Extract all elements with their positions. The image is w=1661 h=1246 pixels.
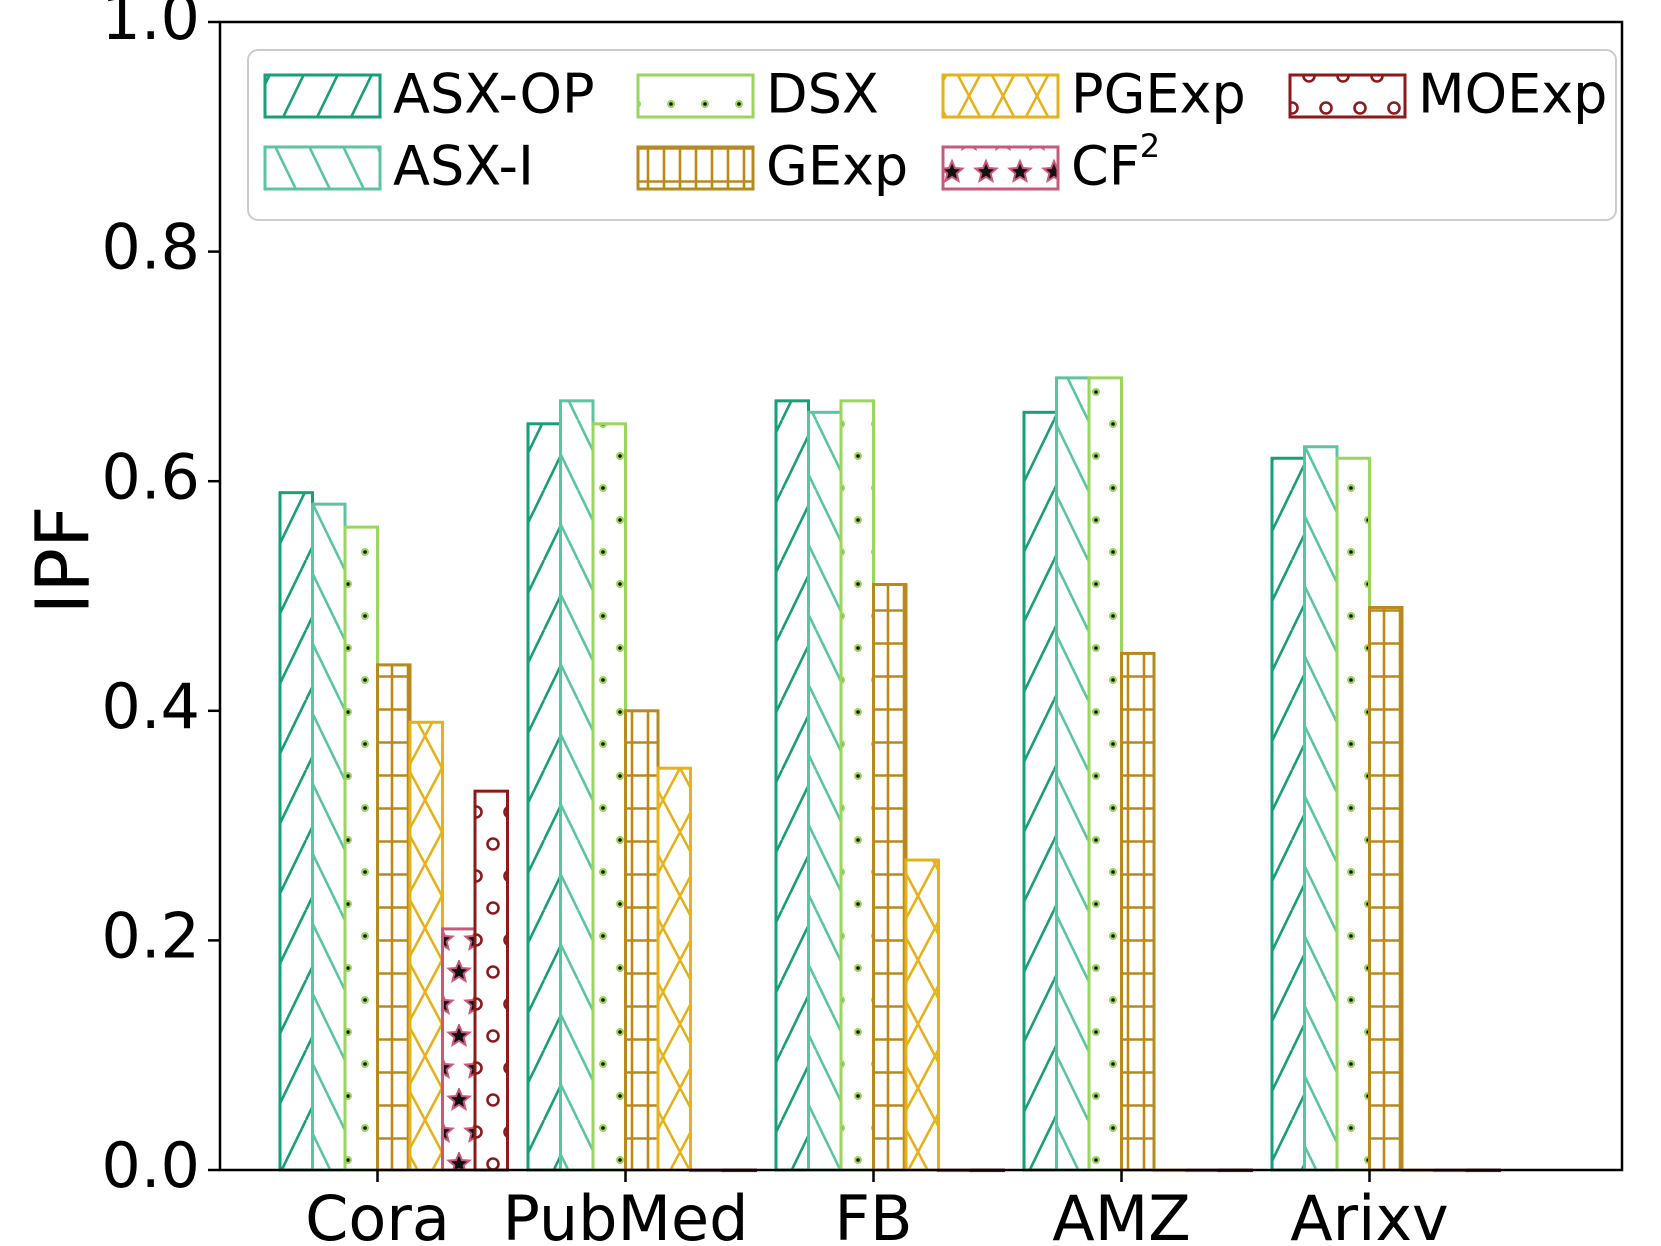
bar-asx-i-pubmed [559, 399, 595, 1172]
legend-label-moexp: MOExp [1418, 63, 1607, 126]
bar-dsx-arixv [1335, 456, 1371, 1172]
bar-dsx-amz [1087, 376, 1123, 1172]
legend-swatch-gexp [636, 145, 755, 191]
y-tick-label: 0.8 [101, 211, 200, 284]
bar-asx-op-amz [1022, 410, 1058, 1172]
y-tick-label: 0.2 [101, 899, 200, 972]
legend-swatch-pgexp [941, 73, 1060, 119]
bar-pgexp-cora [408, 720, 444, 1172]
legend-swatch-asx-i [263, 145, 382, 191]
bar-gexp-pubmed [624, 709, 660, 1172]
bar-cf-cora [441, 927, 477, 1172]
bar-dsx-fb [839, 399, 875, 1172]
axes-layer: Cora PubMed FB AMZ Arixv 0.0 0.2 0.4 0.6 0.8 1.0 [101, 0, 1624, 1246]
legend-swatch-dsx [636, 73, 755, 119]
bars-layer [278, 376, 1501, 1173]
bar-pgexp-fb [904, 858, 940, 1172]
plot-frame [218, 20, 1624, 1172]
bar-asx-i-amz [1055, 376, 1091, 1172]
bar-gexp-amz [1120, 651, 1156, 1172]
legend-swatch-moexp [1288, 73, 1407, 119]
bar-asx-i-arixv [1303, 445, 1339, 1172]
bar-asx-op-pubmed [526, 422, 562, 1172]
legend-swatch-asx-op [263, 73, 382, 119]
x-tick-label-cora: Cora [305, 1182, 450, 1246]
bar-asx-i-cora [311, 502, 347, 1172]
legend-label-dsx: DSX [766, 63, 879, 126]
x-tick-label-arixv: Arixv [1290, 1182, 1449, 1246]
bar-gexp-arixv [1368, 605, 1404, 1172]
bar-moexp-cora [473, 789, 509, 1172]
x-tick-label-amz: AMZ [1052, 1182, 1190, 1246]
y-tick-label: 0.0 [101, 1129, 200, 1202]
bar-pgexp-pubmed [656, 766, 692, 1172]
bar-gexp-fb [872, 583, 908, 1172]
x-tick-label-pubmed: PubMed [503, 1182, 749, 1246]
bar-asx-op-arixv [1270, 456, 1306, 1172]
legend-label-asx-i: ASX-I [393, 135, 534, 198]
y-tick-label: 0.6 [101, 440, 200, 513]
legend-label-gexp: GExp [766, 135, 908, 198]
x-tick-label-fb: FB [834, 1182, 912, 1246]
bar-dsx-cora [343, 525, 379, 1172]
bar-dsx-pubmed [591, 422, 627, 1172]
y-tick-label: 1.0 [101, 0, 200, 54]
legend-label-asx-op: ASX-OP [393, 63, 595, 126]
bar-asx-i-fb [807, 410, 843, 1172]
legend-box [247, 49, 1617, 221]
bar-asx-op-fb [774, 399, 810, 1172]
legend-label-pgexp: PGExp [1071, 63, 1246, 126]
bar-asx-op-cora [278, 491, 314, 1172]
legend-swatch-cf [941, 145, 1060, 191]
y-tick-label: 0.4 [101, 670, 200, 743]
y-axis-label: IPF [21, 505, 107, 614]
bar-gexp-cora [376, 663, 412, 1172]
